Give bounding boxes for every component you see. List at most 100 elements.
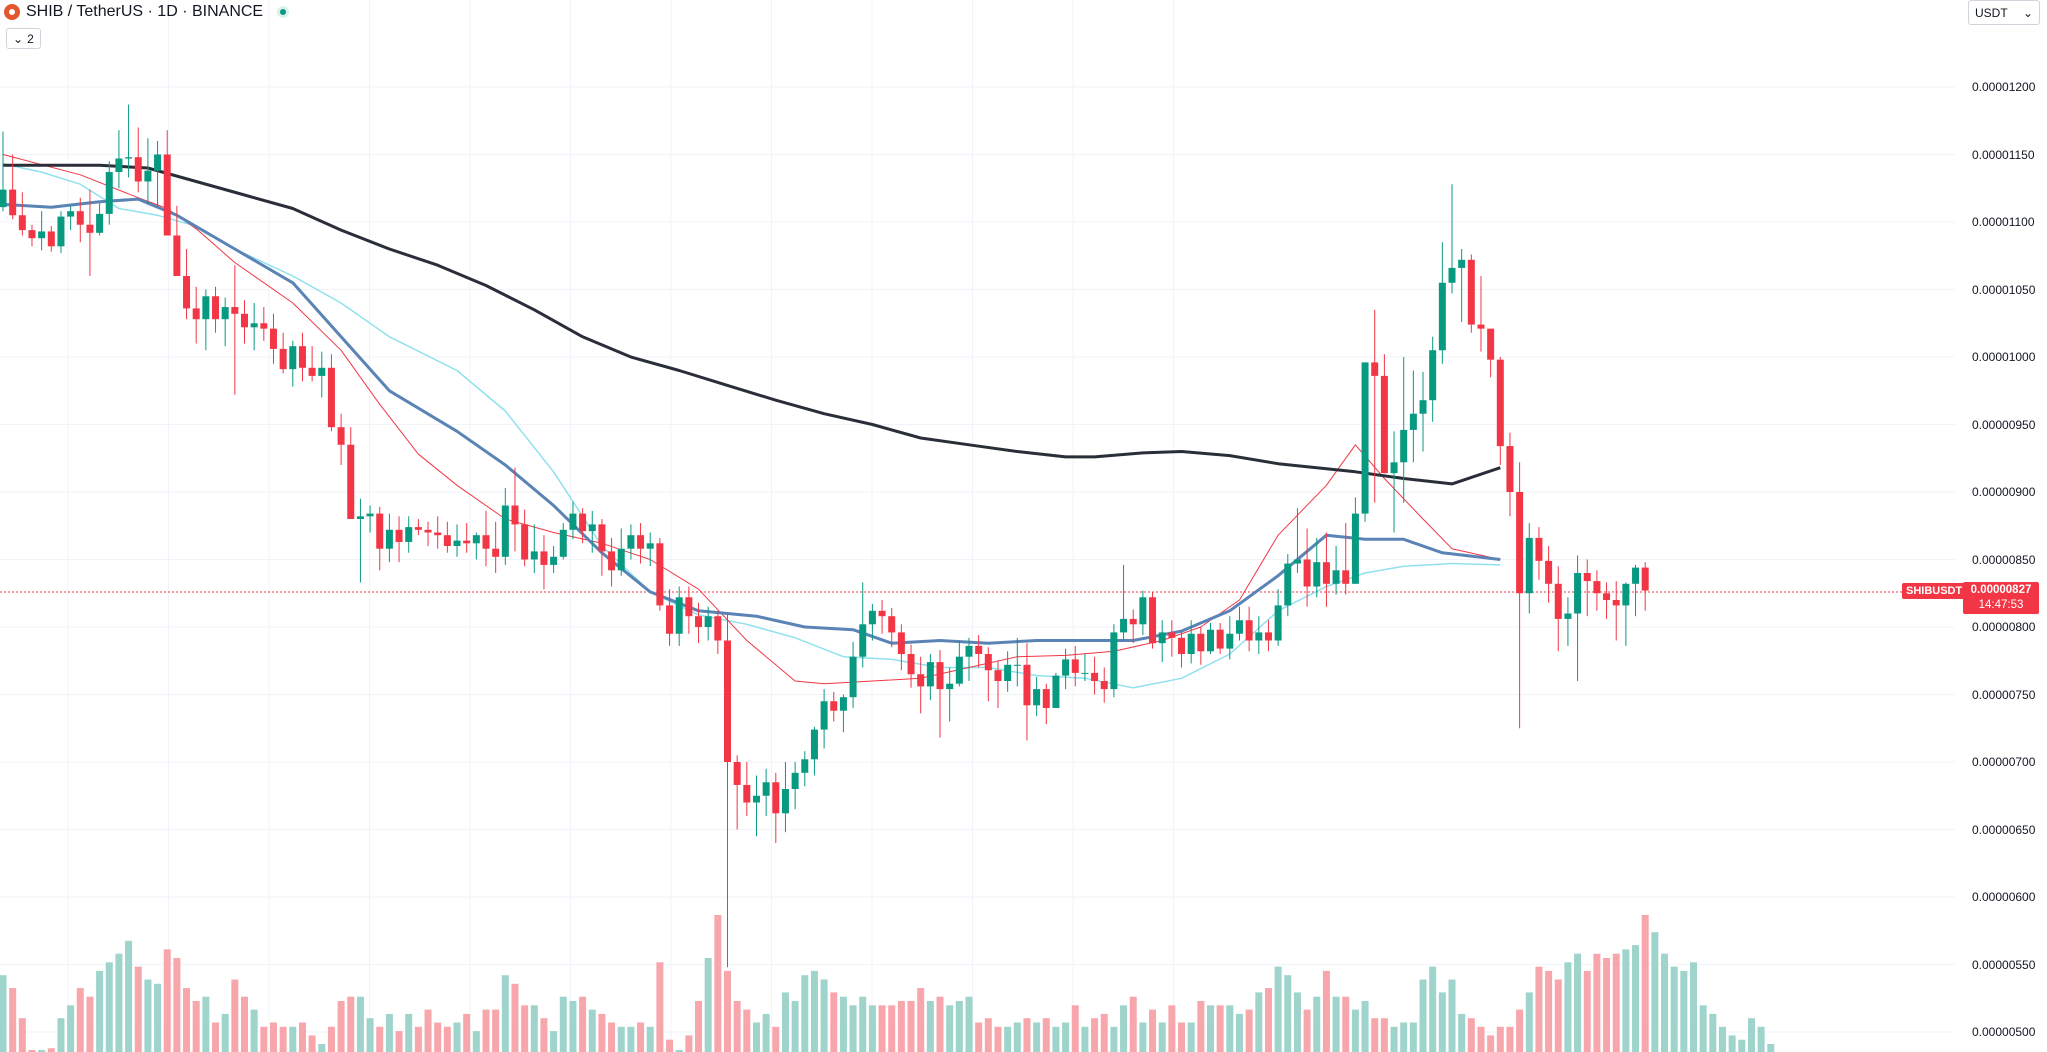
volume-bar	[1670, 966, 1678, 1052]
volume-bar	[1661, 953, 1669, 1052]
candle	[975, 635, 983, 668]
candle	[695, 602, 703, 644]
candle-body	[154, 154, 162, 171]
candle-body	[395, 529, 403, 542]
candle	[28, 224, 36, 247]
currency-select[interactable]: USDT ⌄	[1968, 0, 2040, 25]
volume-bar	[1245, 1009, 1253, 1052]
ma-line-long	[3, 163, 1501, 486]
volume-bar	[868, 1005, 876, 1052]
candle-body	[1632, 567, 1640, 584]
indicator-collapse-button[interactable]: ⌄ 2	[6, 28, 41, 49]
candle	[627, 524, 635, 560]
candle-body	[1400, 429, 1408, 463]
pair-label: SHIBUSDT	[1902, 583, 1967, 599]
price-tick-label: 0.00000700	[1972, 755, 2036, 769]
candle	[163, 130, 171, 236]
volume-bar	[1583, 970, 1591, 1052]
volume-bar	[1612, 953, 1620, 1052]
candle	[1525, 523, 1533, 614]
candle-body	[868, 610, 876, 625]
candle-body	[521, 524, 529, 560]
candle-body	[347, 444, 355, 519]
volume-bar	[269, 1022, 277, 1052]
volume-bar	[443, 1026, 451, 1052]
candle	[685, 586, 693, 634]
volume-bar	[1680, 970, 1688, 1052]
candle	[260, 307, 268, 341]
candle	[1255, 616, 1263, 654]
volume-bar	[337, 1001, 345, 1052]
candle	[588, 510, 596, 553]
volume-bar	[936, 996, 944, 1052]
volume-bar	[1574, 953, 1582, 1052]
candle-body	[1168, 632, 1176, 638]
volume-bar	[260, 1026, 268, 1052]
volume-bar	[453, 1022, 461, 1052]
symbol-title[interactable]: SHIB / TetherUS · 1D · BINANCE	[26, 3, 264, 20]
candle	[1264, 620, 1272, 652]
volume-bar	[395, 1031, 403, 1052]
volume-bar	[298, 1022, 306, 1052]
candle	[57, 211, 65, 254]
candle	[9, 154, 17, 220]
candle-body	[511, 505, 519, 525]
volume-bar	[695, 1001, 703, 1052]
candle-body	[1448, 267, 1456, 283]
candle	[1023, 643, 1031, 741]
candle-body	[810, 729, 818, 760]
candle	[134, 127, 142, 193]
volume-bar	[1699, 1005, 1707, 1052]
volume-bar	[86, 996, 94, 1052]
candle	[1448, 184, 1456, 294]
volume-bar	[1071, 1005, 1079, 1052]
volume-bar	[76, 988, 84, 1052]
volume-bar	[1738, 1039, 1746, 1052]
candle	[849, 641, 857, 708]
candle	[385, 513, 393, 563]
volume-bar	[231, 979, 239, 1052]
volume-bar	[839, 996, 847, 1052]
candle-body	[1081, 672, 1089, 674]
volume-bar	[424, 1009, 432, 1052]
volume-bar	[530, 1005, 538, 1052]
volume-bar	[1458, 1013, 1466, 1052]
ma-line-fast	[2, 154, 1501, 685]
volume-bar	[1091, 1018, 1099, 1052]
price-tick-label: 0.00001100	[1972, 215, 2035, 229]
volume-bar	[1690, 962, 1697, 1052]
volume-bar	[1284, 975, 1292, 1052]
volume-bar	[192, 1001, 200, 1052]
candle-body	[356, 516, 364, 519]
candle	[530, 524, 538, 573]
candle	[173, 205, 181, 276]
candle	[965, 637, 973, 681]
volume-bar	[540, 1018, 548, 1052]
candle-body	[1574, 573, 1582, 614]
volume-bar	[308, 1035, 316, 1052]
candle	[1429, 336, 1437, 422]
volume-bar	[1129, 996, 1137, 1052]
candle-body	[1042, 689, 1050, 708]
candle	[1235, 606, 1243, 641]
volume-bar	[579, 996, 587, 1052]
candle-body	[733, 762, 741, 785]
candle	[0, 131, 7, 212]
candle	[1419, 371, 1427, 452]
candle-body	[18, 215, 26, 231]
chart-legend-header[interactable]: SHIB / TetherUS · 1D · BINANCE	[4, 3, 290, 21]
volume-bar	[1767, 1044, 1775, 1052]
candle-body	[221, 307, 229, 320]
volume-bar	[646, 1026, 654, 1052]
candle	[946, 667, 954, 722]
volume-bar	[666, 1039, 674, 1052]
candle-body	[1371, 362, 1379, 376]
candle	[1120, 564, 1128, 641]
volume-bar	[327, 1026, 335, 1052]
candle	[1062, 648, 1070, 690]
candle-body	[1178, 637, 1186, 654]
candle-body	[1332, 570, 1340, 584]
candle	[540, 535, 548, 590]
candle-body	[1023, 664, 1031, 706]
